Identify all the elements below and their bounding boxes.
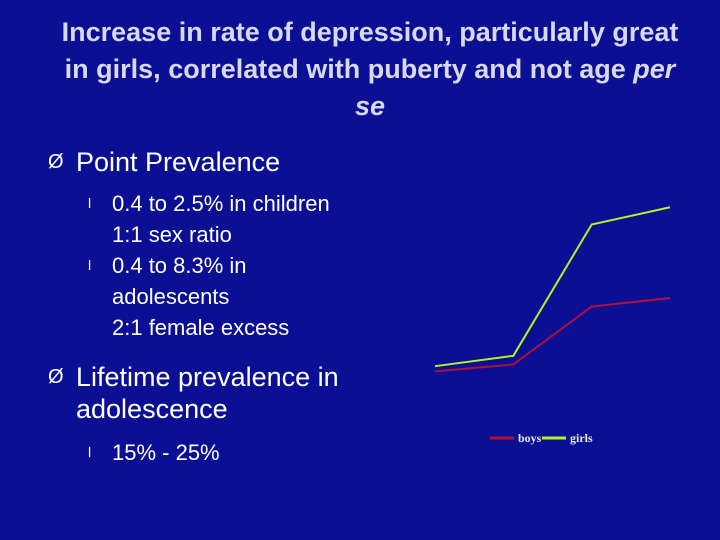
bullet-label: Lifetime prevalence in (76, 362, 339, 392)
dot-bullet-icon: l (88, 195, 92, 211)
arrow-bullet-icon: Ø (48, 151, 64, 173)
slide-title: Increase in rate of depression, particul… (60, 14, 680, 125)
sub-bullet-line: 2:1 female excess (112, 315, 290, 340)
sub-bullet-line: 0.4 to 8.3% in (112, 253, 247, 278)
bullet-point-prevalence: Ø Point Prevalence (48, 146, 408, 178)
bullet-list: Ø Point Prevalence l 0.4 to 2.5% in chil… (48, 146, 408, 468)
bullet-label: Point Prevalence (76, 147, 281, 177)
prevalence-chart: boys girls (395, 160, 695, 460)
slide-title-main: Increase in rate of depression, particul… (61, 17, 679, 84)
sub-bullet-line: adolescents (112, 284, 230, 309)
series-line-boys (434, 296, 671, 373)
sub-bullet-line: 0.4 to 2.5% in children (112, 191, 330, 216)
legend-label-boys: boys (518, 431, 542, 445)
bullet-lifetime-prevalence: Ø Lifetime prevalence in adolescence (48, 361, 408, 425)
dot-bullet-icon: l (88, 444, 92, 460)
sub-bullet-line: 15% - 25% (112, 440, 220, 465)
bullet-label: adolescence (76, 394, 228, 424)
sub-bullet-line: 1:1 sex ratio (112, 222, 232, 247)
sub-bullet: l 0.4 to 8.3% in adolescents 2:1 female … (48, 250, 408, 343)
arrow-bullet-icon: Ø (48, 366, 64, 388)
series-line-girls (434, 206, 671, 368)
dot-bullet-icon: l (88, 257, 92, 273)
sub-bullet: l 0.4 to 2.5% in children 1:1 sex ratio (48, 188, 408, 250)
sub-bullet: l 15% - 25% (48, 437, 408, 468)
line-chart: boys girls (434, 206, 671, 445)
legend-label-girls: girls (570, 431, 593, 445)
slide-title-emphasis: per se (354, 54, 676, 121)
